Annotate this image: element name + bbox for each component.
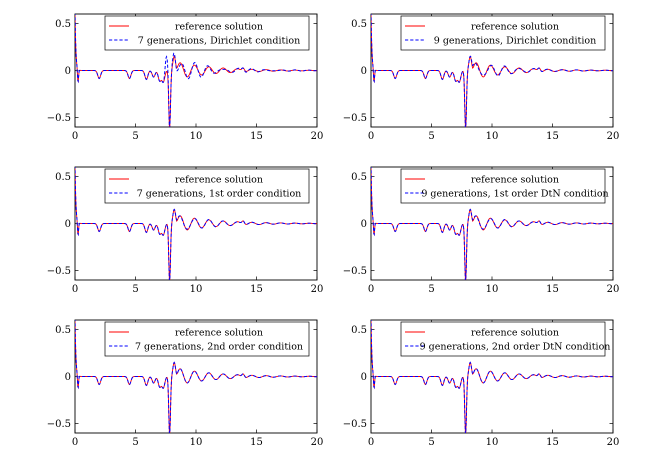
x-tick-label: 5 bbox=[132, 437, 138, 448]
legend-label: 9 generations, 1st order DtN condition bbox=[421, 189, 608, 200]
x-tick-label: 15 bbox=[546, 437, 559, 448]
x-tick-label: 15 bbox=[250, 131, 263, 142]
y-tick-label: 0 bbox=[65, 66, 71, 77]
y-tick-label: 0.5 bbox=[55, 172, 71, 183]
x-tick-label: 15 bbox=[250, 284, 263, 295]
x-tick-label: 0 bbox=[368, 437, 374, 448]
y-tick-label: −0.5 bbox=[343, 113, 367, 124]
legend-label: reference solution bbox=[471, 328, 559, 339]
legend: reference solution 7 generations, 1st ord… bbox=[104, 168, 310, 204]
y-tick-label: 0.5 bbox=[351, 172, 367, 183]
legend: reference solution 7 generations, Dirichl… bbox=[104, 15, 310, 51]
legend-label: reference solution bbox=[175, 175, 263, 186]
y-tick-label: −0.5 bbox=[343, 266, 367, 277]
y-tick-label: −0.5 bbox=[47, 266, 71, 277]
y-tick-label: 0 bbox=[65, 372, 71, 383]
x-tick-label: 0 bbox=[368, 284, 374, 295]
legend: reference solution 9 generations, 1st ord… bbox=[400, 168, 609, 204]
x-tick-label: 20 bbox=[607, 131, 620, 142]
legend-label: reference solution bbox=[471, 22, 559, 33]
legend-box bbox=[104, 321, 310, 357]
x-tick-label: 5 bbox=[132, 284, 138, 295]
x-tick-label: 10 bbox=[190, 131, 203, 142]
legend-label: 9 generations, Dirichlet condition bbox=[434, 36, 596, 47]
legend: reference solution 9 generations, 2nd ord… bbox=[400, 321, 611, 357]
x-tick-label: 5 bbox=[428, 437, 434, 448]
series-line-approximation bbox=[371, 167, 613, 280]
x-tick-label: 20 bbox=[311, 284, 324, 295]
legend-label: reference solution bbox=[175, 328, 263, 339]
legend-box bbox=[400, 15, 606, 51]
x-tick-label: 10 bbox=[486, 131, 499, 142]
x-tick-label: 5 bbox=[428, 131, 434, 142]
x-tick-label: 10 bbox=[190, 284, 203, 295]
legend-box bbox=[400, 168, 606, 204]
y-tick-label: 0 bbox=[361, 66, 367, 77]
legend-box bbox=[400, 321, 606, 357]
x-tick-label: 15 bbox=[546, 284, 559, 295]
legend-label: 7 generations, 1st order condition bbox=[137, 189, 302, 200]
series-line-approximation bbox=[75, 14, 317, 127]
x-tick-label: 15 bbox=[250, 437, 263, 448]
x-tick-label: 0 bbox=[72, 131, 78, 142]
legend-box bbox=[104, 15, 310, 51]
x-tick-label: 5 bbox=[132, 131, 138, 142]
x-tick-label: 10 bbox=[486, 284, 499, 295]
x-tick-label: 0 bbox=[72, 437, 78, 448]
series-line-approximation bbox=[75, 320, 317, 433]
x-tick-label: 0 bbox=[368, 131, 374, 142]
y-tick-label: 0.5 bbox=[351, 325, 367, 336]
legend-label: 9 generations, 2nd order DtN condition bbox=[420, 342, 611, 353]
y-tick-label: 0 bbox=[361, 219, 367, 230]
legend-label: reference solution bbox=[175, 22, 263, 33]
legend-label: 7 generations, 2nd order condition bbox=[135, 342, 303, 353]
legend-label: 7 generations, Dirichlet condition bbox=[138, 36, 300, 47]
x-tick-label: 0 bbox=[72, 284, 78, 295]
legend: reference solution 7 generations, 2nd ord… bbox=[104, 321, 310, 357]
y-tick-label: −0.5 bbox=[47, 113, 71, 124]
x-tick-label: 20 bbox=[607, 437, 620, 448]
y-tick-label: 0 bbox=[65, 219, 71, 230]
y-tick-label: 0 bbox=[361, 372, 367, 383]
series-line-approximation bbox=[371, 320, 613, 433]
y-tick-label: −0.5 bbox=[47, 419, 71, 430]
x-tick-label: 10 bbox=[190, 437, 203, 448]
x-tick-label: 20 bbox=[311, 437, 324, 448]
legend-box bbox=[104, 168, 310, 204]
x-tick-label: 5 bbox=[428, 284, 434, 295]
y-tick-label: 0.5 bbox=[351, 19, 367, 30]
x-tick-label: 15 bbox=[546, 131, 559, 142]
y-tick-label: −0.5 bbox=[343, 419, 367, 430]
series-line-approximation bbox=[371, 14, 613, 127]
x-tick-label: 20 bbox=[311, 131, 324, 142]
legend-label: reference solution bbox=[471, 175, 559, 186]
legend: reference solution 9 generations, Dirichl… bbox=[400, 15, 606, 51]
x-tick-label: 20 bbox=[607, 284, 620, 295]
y-tick-label: 0.5 bbox=[55, 19, 71, 30]
x-tick-label: 10 bbox=[486, 437, 499, 448]
y-tick-label: 0.5 bbox=[55, 325, 71, 336]
series-line-approximation bbox=[75, 167, 317, 280]
